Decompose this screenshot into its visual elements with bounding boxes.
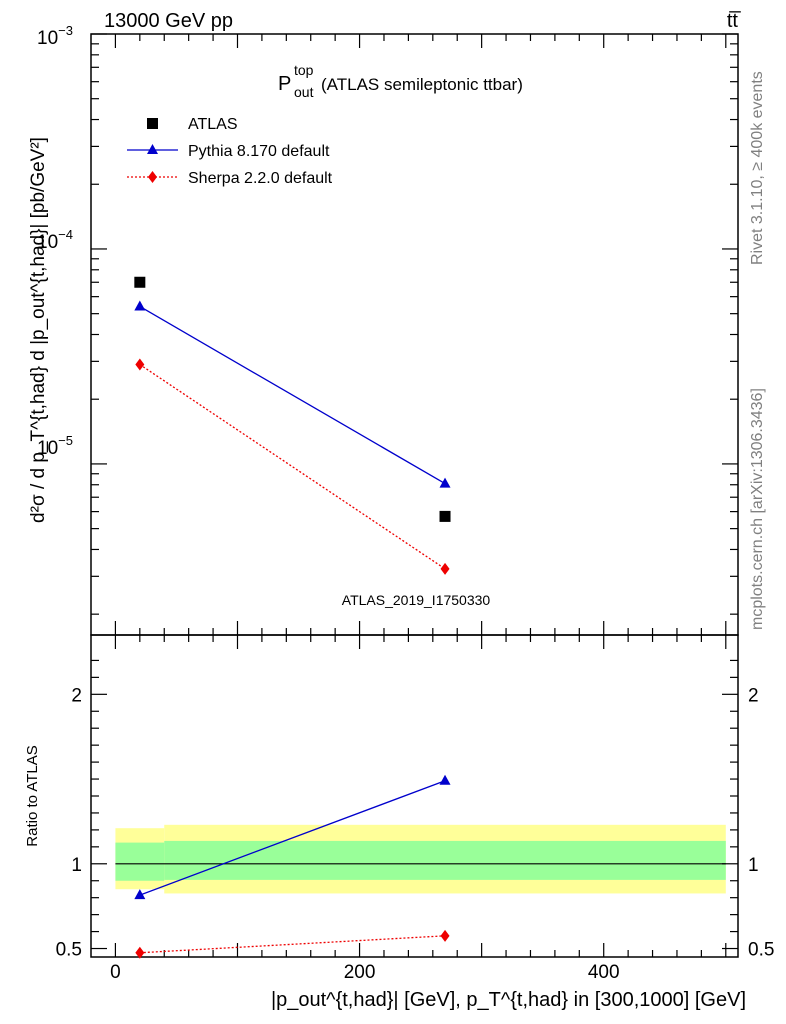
analysis-watermark: ATLAS_2019_I1750330 [342, 592, 491, 608]
ratio-panel-frame [90, 634, 739, 958]
band-1-segment-1 [164, 840, 726, 880]
ratio-ytick-label-left: 2 [71, 685, 82, 706]
xtick-label: 0 [110, 962, 121, 983]
rivet-label: Rivet 3.1.10, ≥ 400k events [749, 71, 766, 265]
xtick-label: 200 [344, 962, 376, 983]
legend-marker-atlas [147, 118, 158, 129]
ratio-bands [115, 824, 726, 894]
main-series-line-1 [139, 305, 446, 485]
ratio-series-line-0 [139, 780, 446, 896]
main-series-line-2 [139, 363, 446, 570]
ratio-ytick-label-right: 0.5 [748, 940, 774, 961]
ratio-ytick-label-left: 0.5 [56, 940, 82, 961]
ratio-ytick-label-right: 1 [748, 855, 759, 876]
main-series [134, 276, 451, 575]
xtick-label: 400 [588, 962, 620, 983]
main-axis-ticks [91, 33, 738, 635]
legend-label-pythia: Pythia 8.170 default [188, 143, 330, 160]
source-label: mcplots.cern.ch [arXiv:1306.3436] [749, 388, 766, 630]
ratio-series-point-1-1 [440, 929, 450, 942]
main-series-point-0-0 [134, 276, 146, 288]
ratio-series-line-1 [139, 935, 446, 954]
ratio-ytick-label-right: 2 [748, 685, 759, 706]
title-main: P [278, 73, 291, 95]
ytick-label-1e-3: 10−3 [37, 23, 73, 49]
main-series-point-2-1 [440, 562, 450, 575]
main-y-axis-label: d²σ / d p_T^{t,had} d |p_out^{t,had}| [p… [28, 137, 49, 523]
legend-marker-pythia [147, 144, 158, 154]
title-rest: (ATLAS semileptonic ttbar) [321, 75, 523, 94]
ytick-label-1e-5: 10−5 [37, 433, 73, 459]
title-sup: top [294, 62, 314, 78]
ratio-series-point-0-0 [134, 889, 146, 900]
legend-marker-sherpa [148, 171, 157, 183]
legend: ATLAS Pythia 8.170 default Sherpa 2.2.0 … [127, 116, 333, 187]
legend-label-sherpa: Sherpa 2.2.0 default [188, 170, 333, 187]
legend-label-atlas: ATLAS [188, 116, 238, 133]
process-label: tt̅ [727, 10, 741, 32]
main-series-point-1-1 [439, 477, 451, 488]
band-1-segment-0 [115, 842, 165, 881]
main-series-point-1-0 [134, 300, 146, 311]
main-title: P top out (ATLAS semileptonic ttbar) [278, 62, 523, 100]
ytick-label-1e-4: 10−4 [37, 227, 73, 253]
ratio-ytick-label-left: 1 [71, 855, 82, 876]
ratio-series-point-1-0 [135, 946, 145, 959]
main-ytick-labels: 10−3 10−4 10−5 [37, 23, 73, 459]
x-axis-label: |p_out^{t,had}| [GeV], p_T^{t,had} in [3… [271, 989, 746, 1011]
title-sub: out [294, 84, 314, 100]
main-series-point-2-0 [135, 358, 145, 371]
beam-label: 13000 GeV pp [104, 10, 233, 32]
ratio-series [134, 774, 451, 959]
ratio-y-axis-label: Ratio to ATLAS [24, 745, 41, 846]
main-series-point-0-1 [439, 510, 451, 522]
ratio-series-point-0-1 [439, 774, 451, 785]
ratio-axis-ticks: 0.5 0.5 1 1 2 2 0 200 400 [56, 635, 774, 983]
